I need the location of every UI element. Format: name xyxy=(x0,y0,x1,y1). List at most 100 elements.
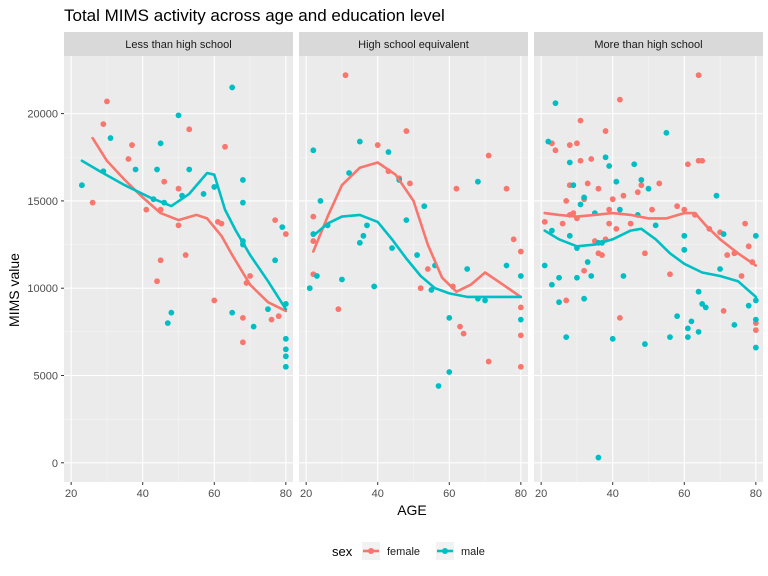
facet-panel: High school equivalent 20 40 60 80 xyxy=(299,32,528,500)
data-point-female xyxy=(570,210,577,217)
data-point-male xyxy=(414,252,420,258)
data-point-female xyxy=(695,72,702,79)
data-point-female xyxy=(581,267,587,274)
data-point-male xyxy=(482,297,488,304)
facet-strip-label: Less than high school xyxy=(125,39,231,51)
data-point-male xyxy=(684,334,691,340)
data-point-male xyxy=(681,232,688,239)
data-point-female xyxy=(211,297,218,304)
data-point-male xyxy=(211,184,218,190)
y-axis-label: MIMS value xyxy=(6,253,22,327)
data-point-male xyxy=(282,335,289,342)
data-point-female xyxy=(606,206,613,213)
data-point-male xyxy=(645,185,652,192)
data-point-male xyxy=(446,369,453,375)
data-point-male xyxy=(574,274,580,281)
facet-strip-label: High school equivalent xyxy=(358,39,469,51)
data-point-female xyxy=(616,96,623,103)
facet-panel: More than high school 20 40 60 80 xyxy=(534,32,763,500)
x-tick-label: 60 xyxy=(678,488,690,500)
smooth-line-male xyxy=(80,159,288,311)
y-tick-label: 0 xyxy=(52,458,58,470)
legend-key-point xyxy=(368,548,374,554)
data-point-male xyxy=(310,147,317,154)
data-point-male xyxy=(638,177,645,183)
data-point-female xyxy=(638,182,645,189)
data-point-female xyxy=(335,306,342,313)
data-point-male xyxy=(563,334,570,340)
data-point-male xyxy=(250,323,257,330)
data-point-female xyxy=(541,218,548,225)
data-point-female xyxy=(613,225,620,232)
data-point-male xyxy=(631,161,638,168)
data-point-female xyxy=(407,180,413,187)
data-point-male xyxy=(731,321,738,328)
data-point-male xyxy=(566,232,573,239)
data-point-male xyxy=(609,335,616,342)
data-point-female xyxy=(247,273,253,279)
data-point-female xyxy=(374,142,381,148)
data-point-male xyxy=(229,84,236,91)
data-point-female xyxy=(310,213,317,220)
data-point-male xyxy=(360,232,367,239)
facet-panels: Less than high school 20 40 60 80 0 5000 10000 1… xyxy=(27,32,763,500)
data-point-male xyxy=(667,334,673,340)
data-point-male xyxy=(157,140,164,147)
data-point-male xyxy=(717,266,723,272)
x-tick-label: 80 xyxy=(750,488,762,500)
data-point-male xyxy=(595,454,602,461)
legend-label: female xyxy=(387,546,420,558)
data-point-male xyxy=(428,287,435,293)
data-point-female xyxy=(240,339,246,346)
series-male-points xyxy=(306,138,524,389)
data-point-male xyxy=(339,276,345,283)
data-point-female xyxy=(699,157,706,164)
data-point-male xyxy=(186,166,193,173)
data-point-female xyxy=(157,257,164,264)
facet-panel: Less than high school 20 40 60 80 0 5000 10000 1… xyxy=(27,32,293,500)
smooth-line-female xyxy=(543,211,758,267)
data-point-male xyxy=(435,383,442,389)
data-point-female xyxy=(577,157,584,164)
smooth-line-male xyxy=(543,227,758,299)
data-point-male xyxy=(642,341,648,347)
data-point-male xyxy=(317,198,324,204)
data-point-female xyxy=(342,72,349,79)
data-point-female xyxy=(577,117,584,124)
data-point-female xyxy=(724,252,731,258)
data-point-male xyxy=(606,163,613,169)
data-point-male xyxy=(364,222,370,229)
data-point-male xyxy=(713,192,720,199)
data-point-female xyxy=(649,206,655,213)
data-point-male xyxy=(684,325,691,332)
data-point-male xyxy=(517,273,524,279)
data-point-female xyxy=(752,327,759,334)
data-point-female xyxy=(606,220,613,227)
data-point-female xyxy=(272,217,279,224)
data-point-female xyxy=(424,266,431,272)
data-point-male xyxy=(752,316,759,323)
data-point-female xyxy=(218,220,225,227)
data-point-male xyxy=(570,182,577,189)
data-point-male xyxy=(154,166,160,173)
facet-strip xyxy=(64,32,293,56)
data-point-male xyxy=(403,217,410,224)
data-point-female xyxy=(738,273,745,279)
data-point-male xyxy=(613,178,620,185)
x-tick-label: 60 xyxy=(208,488,220,500)
data-point-male xyxy=(385,149,392,155)
data-point-female xyxy=(620,192,627,199)
data-point-male xyxy=(602,154,609,161)
data-point-male xyxy=(695,288,702,295)
data-point-female xyxy=(240,314,246,321)
data-point-female xyxy=(720,308,727,314)
data-point-female xyxy=(684,161,691,168)
data-point-male xyxy=(616,206,623,213)
data-point-male xyxy=(695,328,702,335)
data-point-female xyxy=(222,143,228,150)
data-point-female xyxy=(563,297,570,304)
data-point-male xyxy=(702,304,709,311)
x-tick-label: 20 xyxy=(65,488,77,500)
data-point-male xyxy=(577,201,584,208)
y-tick-label: 10000 xyxy=(27,283,58,295)
